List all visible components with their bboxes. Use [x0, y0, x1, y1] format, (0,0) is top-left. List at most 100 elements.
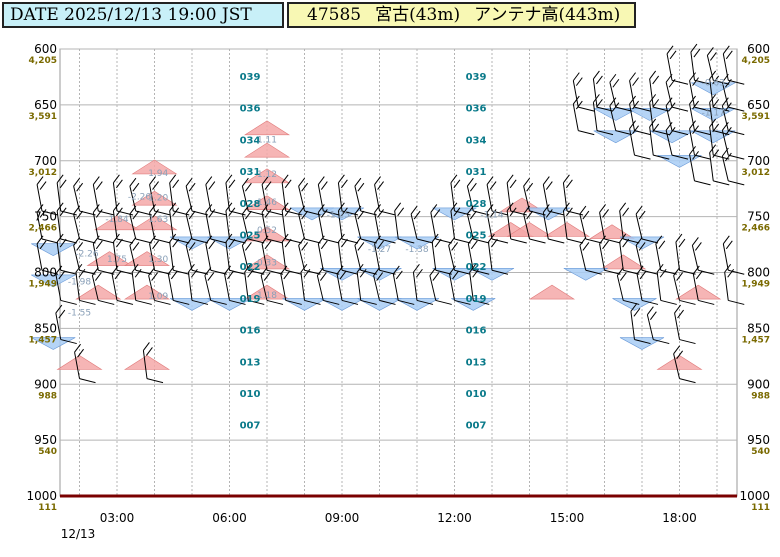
- barb-shaft: [506, 210, 512, 240]
- wind-barb: [709, 144, 730, 186]
- barb-shaft: [74, 352, 80, 379]
- barb-shaft: [261, 212, 268, 240]
- barb-shaft: [431, 242, 437, 271]
- barb-flag: [523, 205, 531, 215]
- barb-flag: [619, 233, 627, 243]
- barb-flag: [616, 267, 624, 276]
- barb-flag: [73, 205, 81, 215]
- temperature-label: 025: [466, 231, 487, 242]
- temperature-label: 036: [240, 104, 261, 115]
- barb-flag: [373, 267, 381, 276]
- temperature-label: 013: [240, 357, 261, 368]
- barb-shaft: [92, 212, 99, 240]
- warm-advection-triangle: [243, 142, 291, 158]
- barb-shaft: [635, 245, 643, 271]
- barb-flag: [429, 267, 437, 276]
- pressure-label-right: 900: [747, 377, 770, 391]
- cold-advection-triangle: [31, 274, 76, 288]
- vertical-velocity-label: 1.12: [257, 170, 277, 180]
- wind-barb: [225, 202, 246, 244]
- barb-tail: [473, 299, 490, 305]
- barb-shaft: [649, 78, 654, 108]
- barb-flag: [638, 210, 646, 220]
- barb-tail: [623, 238, 640, 244]
- wind-barb: [665, 97, 689, 136]
- vertical-velocity-label: 1.09: [148, 292, 168, 302]
- barb-tail: [623, 269, 640, 275]
- barb-flag: [354, 237, 362, 246]
- barb-flag: [526, 210, 534, 220]
- barb-tail: [79, 269, 96, 275]
- wind-barb: [629, 120, 651, 160]
- barb-flag: [205, 204, 213, 213]
- barb-shaft: [673, 353, 680, 379]
- barb-flag: [655, 235, 663, 245]
- barb-tail: [304, 299, 321, 305]
- barb-tail: [473, 238, 490, 244]
- barb-tail: [510, 238, 527, 244]
- barb-flag: [73, 177, 81, 187]
- barb-shaft: [55, 273, 62, 301]
- wind-barb: [356, 263, 377, 305]
- barb-flag: [472, 268, 480, 278]
- wind-barb: [205, 235, 227, 275]
- barb-flag: [116, 207, 123, 217]
- temperature-label: 039: [466, 72, 487, 83]
- warm-advection-triangle: [656, 355, 703, 370]
- barb-flag: [134, 268, 142, 278]
- barb-shaft: [630, 311, 635, 340]
- barb-flag: [377, 209, 384, 218]
- barb-tail: [191, 238, 209, 244]
- barb-flag: [721, 121, 729, 131]
- temperature-label: 034: [466, 135, 487, 146]
- barb-flag: [208, 209, 216, 218]
- barb-flag: [39, 209, 47, 218]
- barb-tail: [641, 269, 659, 275]
- barb-flag: [469, 210, 477, 220]
- barb-shaft: [148, 275, 155, 301]
- height-label-right: 3,012: [742, 168, 770, 178]
- warm-advection-triangle: [56, 355, 103, 370]
- barb-tail: [671, 130, 689, 136]
- barb-flag: [152, 209, 159, 218]
- barb-flag: [666, 45, 674, 55]
- wind-barb: [592, 94, 614, 136]
- height-label-right: 111: [751, 503, 770, 513]
- barb-flag: [298, 237, 306, 246]
- temperature-label: 013: [466, 357, 487, 368]
- barb-tail: [98, 238, 115, 244]
- height-label-left: 1,949: [29, 280, 57, 290]
- temperature-label: 028: [466, 199, 487, 210]
- barb-flag: [635, 205, 643, 215]
- wind-barb: [281, 233, 302, 275]
- barb-flag: [668, 126, 676, 136]
- wind-barb: [412, 263, 434, 305]
- barb-tail: [98, 269, 115, 275]
- vertical-velocity-label: 1.63: [148, 215, 168, 225]
- barb-flag: [185, 237, 193, 246]
- barb-tail: [173, 269, 190, 275]
- barb-flag: [636, 265, 644, 275]
- barb-flag: [74, 343, 81, 353]
- barb-flag: [658, 240, 666, 250]
- barb-shaft: [523, 213, 530, 240]
- barb-tail: [713, 154, 730, 160]
- wind-barb: [92, 204, 115, 244]
- barb-flag: [208, 181, 216, 190]
- barb-flag: [563, 174, 570, 184]
- barb-shaft: [261, 243, 268, 271]
- barb-flag: [632, 125, 639, 134]
- wind-barbs: [36, 43, 745, 384]
- barb-flag: [300, 263, 308, 273]
- barb-flag: [92, 176, 100, 185]
- wind-barb: [169, 202, 190, 244]
- barb-flag: [712, 99, 720, 108]
- barb-flag: [397, 207, 405, 217]
- barb-shaft: [354, 213, 362, 240]
- barb-shaft: [373, 275, 380, 301]
- barb-shaft: [337, 210, 343, 240]
- wind-barb: [337, 233, 359, 275]
- wind-barb: [674, 304, 696, 345]
- barb-flag: [724, 102, 732, 112]
- wind-barb: [572, 95, 595, 136]
